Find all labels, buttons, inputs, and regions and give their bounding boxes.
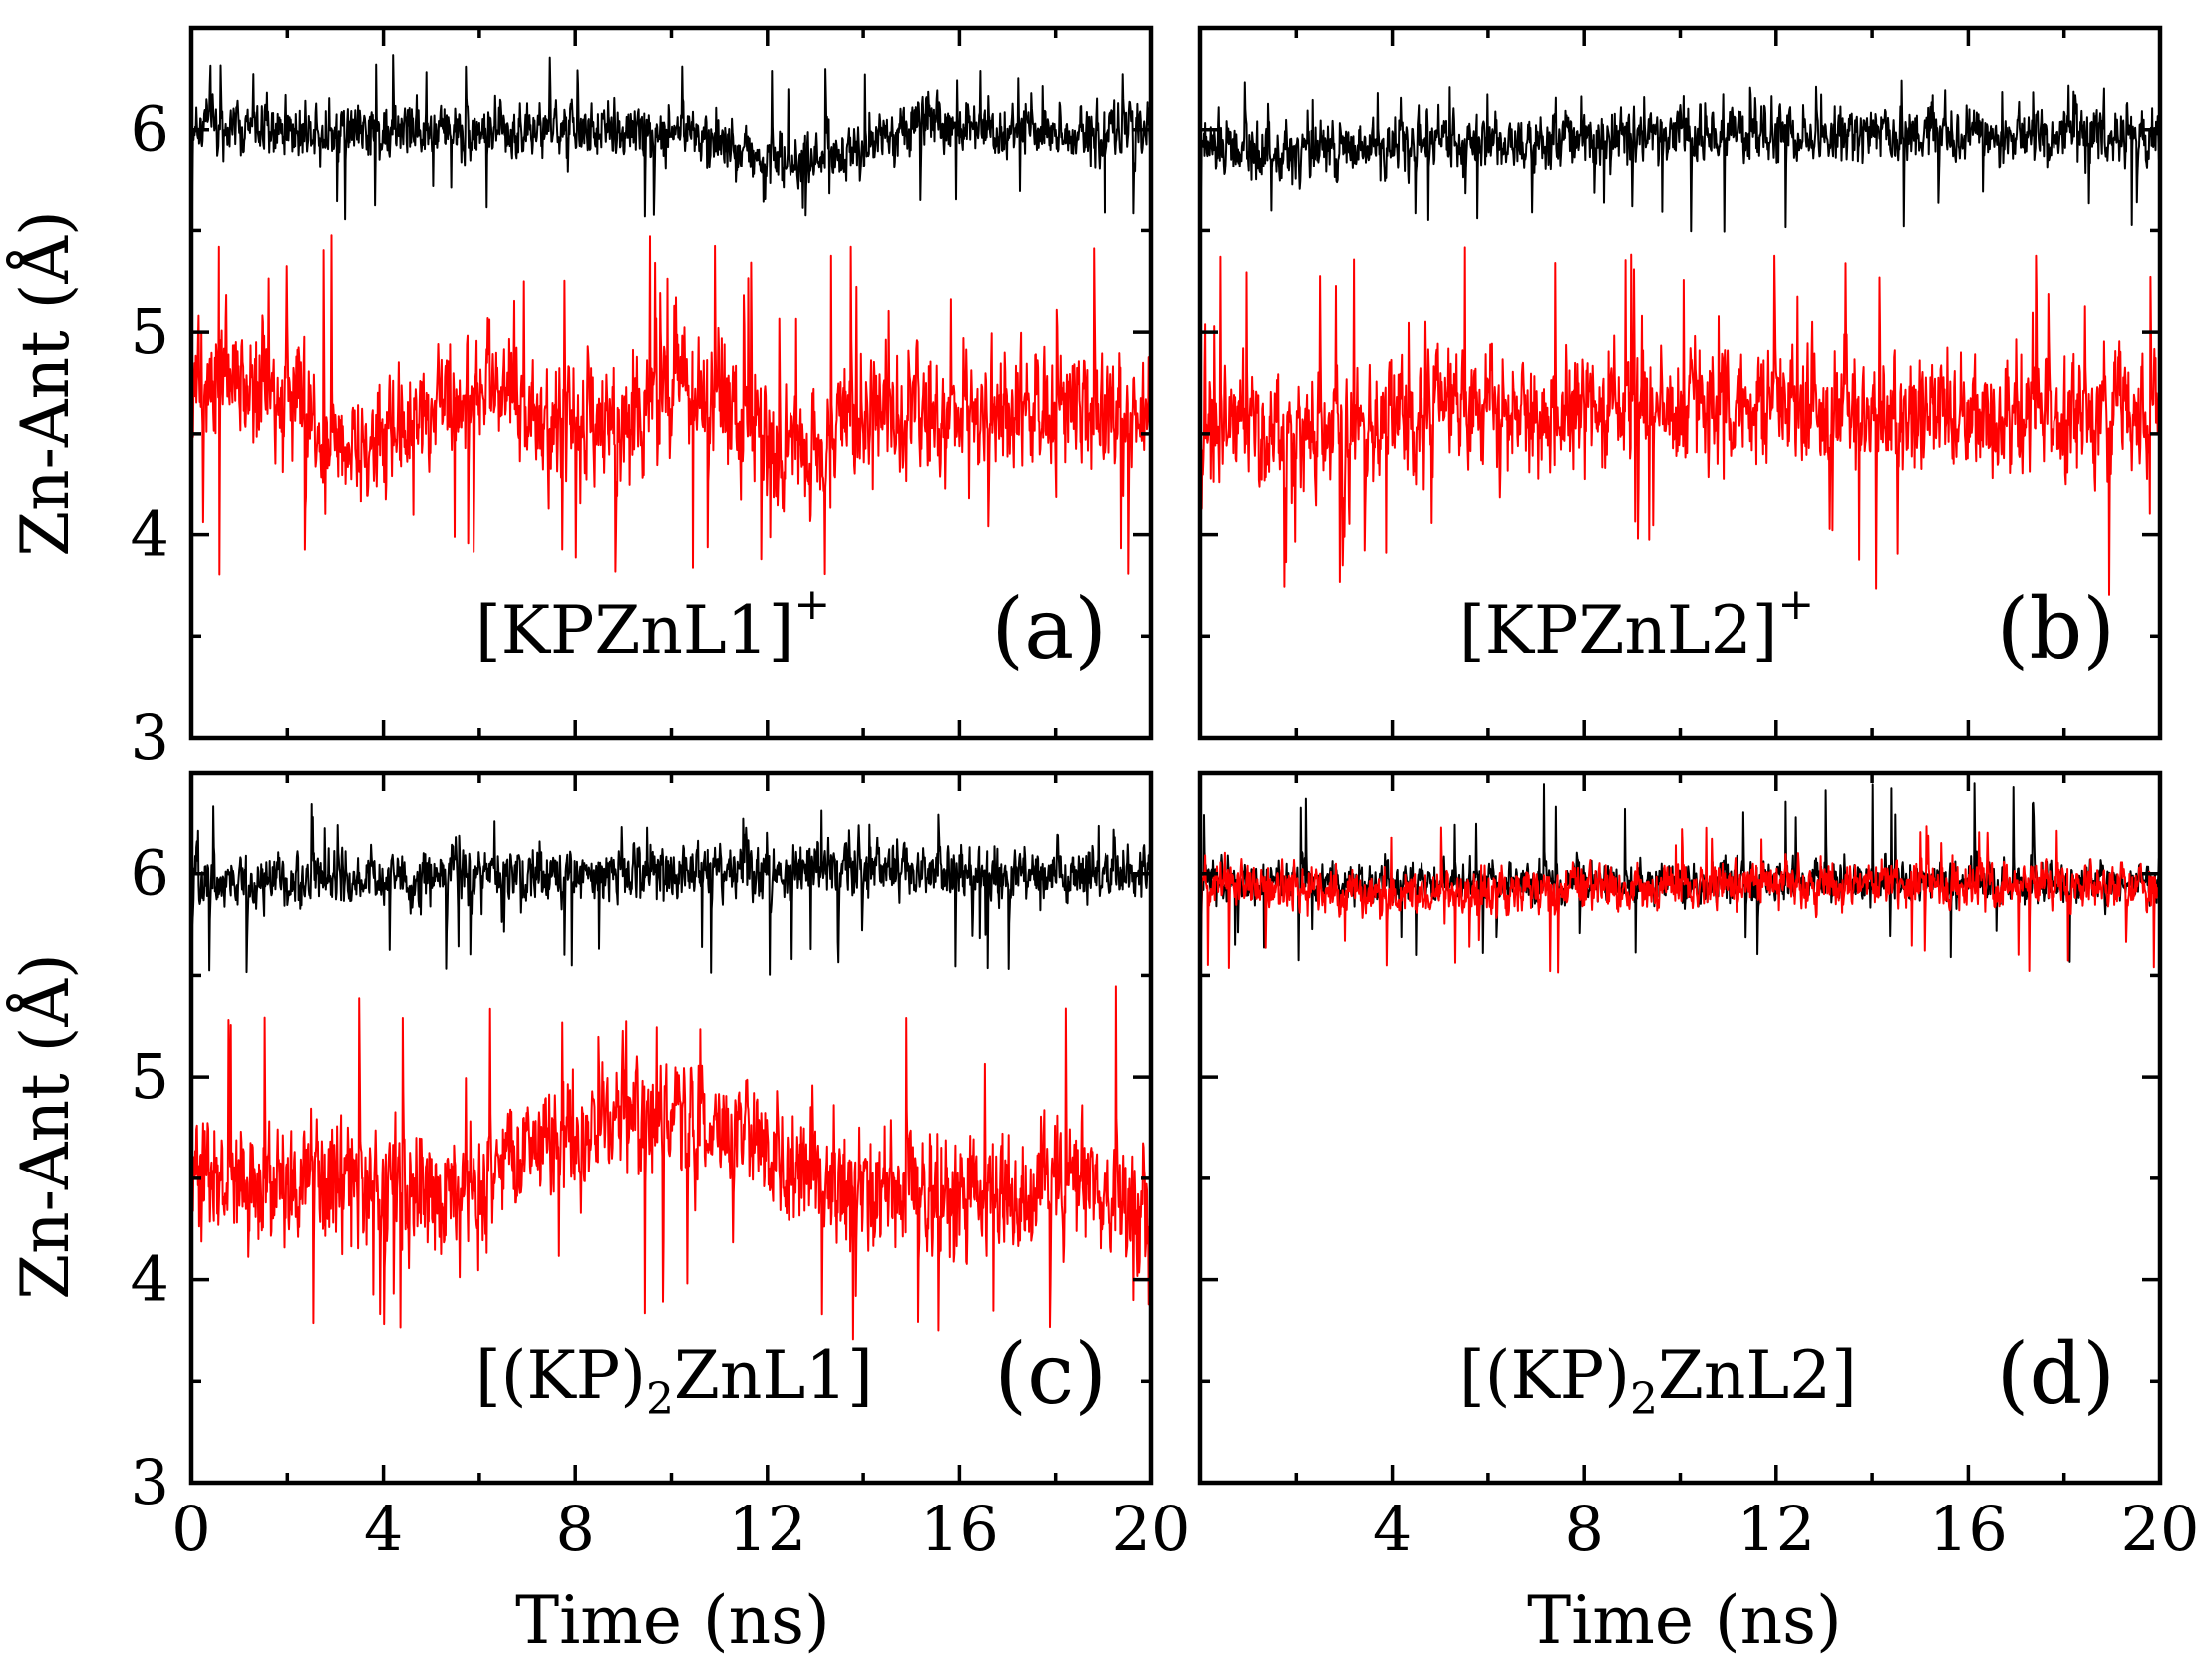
panel-b-red-series-line [1200, 246, 2160, 738]
panel-a-traces [191, 54, 1151, 710]
panel-d-letter: (d) [1997, 1325, 2115, 1423]
panel-a-ytick-label: 5 [131, 295, 169, 368]
panel-a-letter: (a) [991, 580, 1106, 678]
panel-c-xtick-label: 4 [364, 1493, 403, 1565]
panel-c-xtick-label: 8 [555, 1493, 594, 1565]
panel-a-red-series-line [191, 234, 1151, 710]
panel-c-xtick-label: 12 [728, 1493, 806, 1565]
panel-d-xtick-label: 4 [1373, 1493, 1412, 1565]
panel-c-xtick-label: 16 [920, 1493, 999, 1565]
panel-a-ytick-label: 4 [131, 499, 169, 571]
panel-b: [KPZnL2]+ (b) [1197, 25, 2163, 741]
y-axis-title-bottom: Zn-Ant (Å) [7, 953, 84, 1300]
panel-d-name: [(KP)2ZnL2] [1459, 1337, 1857, 1425]
panel-b-name: [KPZnL2]+ [1459, 579, 1814, 669]
panel-c-ytick-label: 6 [131, 837, 169, 910]
panel-a-ytick-label: 6 [131, 93, 169, 166]
panel-c-traces [191, 803, 1151, 1455]
panel-c-letter: (c) [994, 1325, 1106, 1423]
panel-d-red-series-line [1200, 825, 2160, 1310]
panel-b-letter: (b) [1997, 580, 2115, 678]
x-axis-title-right: Time (ns) [1527, 1582, 1842, 1659]
panel-c-name: [(KP)2ZnL1] [475, 1337, 873, 1425]
panel-c-ytick-label: 4 [131, 1243, 169, 1316]
panel-c-red-series-line [191, 985, 1151, 1455]
panels-group: 3 4 5 6 [KPZnL1]+ (a) [KPZnL2]+ (b) 3 4 5 6 0 4 8 12 16 2… [131, 25, 2200, 1565]
panel-c: 3 4 5 6 0 4 8 12 16 20 [(KP)2ZnL1] (c) [131, 770, 1191, 1565]
panel-a-black-series-line [191, 54, 1151, 552]
panel-b-black-series-line [1200, 79, 2160, 569]
panel-d-xtick-label: 16 [1929, 1493, 2008, 1565]
panel-c-xtick-label: 0 [171, 1493, 210, 1565]
panel-d-xtick-label: 12 [1737, 1493, 1815, 1565]
panel-c-xtick-label: 20 [1112, 1493, 1191, 1565]
panel-c-black-series-line [191, 803, 1151, 1291]
panel-d: 4 8 12 16 20 [(KP)2ZnL2] (d) [1197, 770, 2200, 1565]
y-axis-title-top: Zn-Ant (Å) [7, 210, 84, 557]
panel-d-xtick-label: 8 [1564, 1493, 1603, 1565]
panel-a-name: [KPZnL1]+ [475, 579, 830, 669]
panel-d-xtick-label: 20 [2121, 1493, 2200, 1565]
axis-titles-group: Zn-Ant (Å) Zn-Ant (Å) Time (ns) Time (ns… [7, 210, 1842, 1659]
panel-d-black-series-line [1200, 782, 2160, 1297]
x-axis-title-left: Time (ns) [515, 1582, 830, 1659]
panel-c-ytick-label: 3 [131, 1446, 169, 1518]
panel-c-ytick-label: 5 [131, 1040, 169, 1113]
panel-a-ytick-label: 3 [131, 701, 169, 774]
panel-b-traces [1200, 79, 2160, 738]
panel-d-traces [1200, 782, 2160, 1310]
panel-a: 3 4 5 6 [KPZnL1]+ (a) [131, 25, 1154, 774]
